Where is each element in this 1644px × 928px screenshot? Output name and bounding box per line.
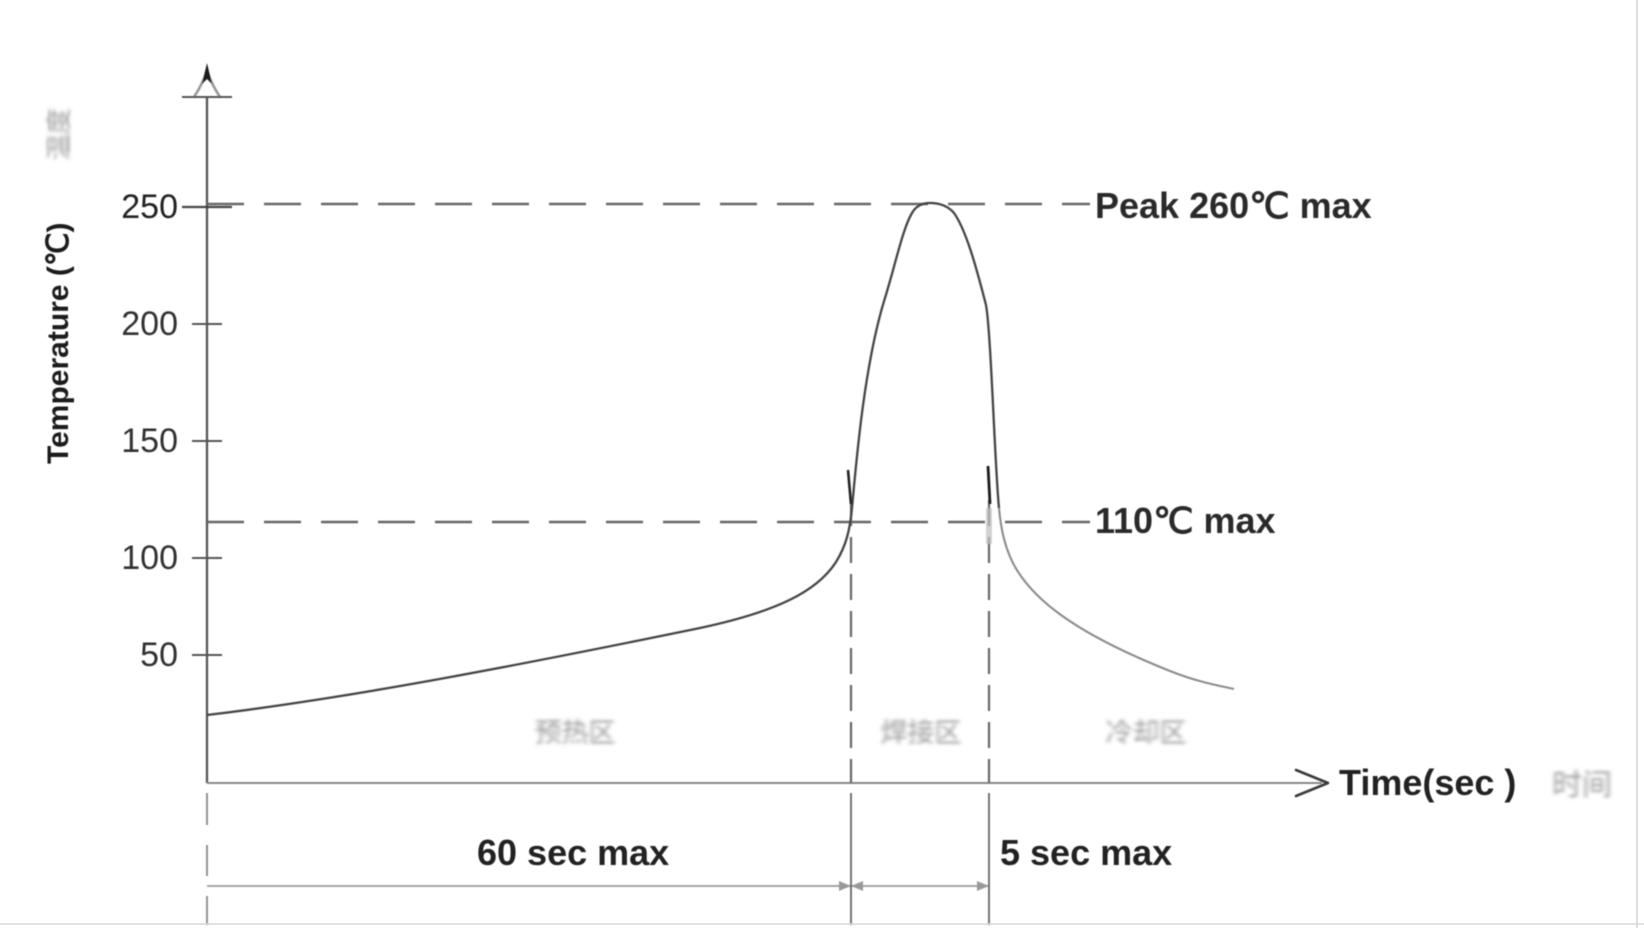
svg-text:110℃ max: 110℃ max [1095, 500, 1276, 541]
svg-text:预热区: 预热区 [535, 718, 616, 748]
svg-text:时间: 时间 [1552, 769, 1612, 802]
svg-text:60 sec max: 60 sec max [477, 832, 669, 873]
svg-text:150: 150 [121, 422, 178, 460]
svg-text:Peak 260℃ max: Peak 260℃ max [1095, 185, 1372, 226]
svg-text:250: 250 [121, 188, 178, 226]
svg-text:冷却区: 冷却区 [1106, 718, 1187, 748]
svg-text:100: 100 [121, 539, 178, 577]
svg-text:Time(sec ): Time(sec ) [1339, 762, 1516, 803]
svg-text:200: 200 [121, 305, 178, 343]
svg-text:50: 50 [140, 636, 178, 674]
svg-text:焊接区: 焊接区 [881, 718, 962, 748]
svg-text:5 sec max: 5 sec max [1000, 832, 1172, 873]
svg-text:温度: 温度 [44, 108, 74, 160]
svg-text:Temperature (℃): Temperature (℃) [42, 222, 75, 464]
